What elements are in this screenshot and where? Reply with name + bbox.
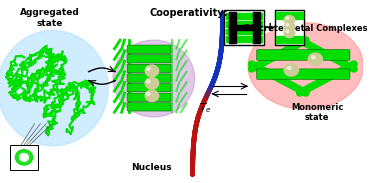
Ellipse shape [146, 92, 150, 95]
Ellipse shape [287, 66, 291, 69]
Bar [276, 12, 303, 19]
Ellipse shape [146, 68, 150, 70]
Ellipse shape [146, 80, 150, 83]
Text: +: + [265, 21, 276, 34]
FancyBboxPatch shape [127, 55, 171, 63]
FancyBboxPatch shape [127, 93, 171, 101]
Text: Aggregated
state: Aggregated state [20, 8, 80, 28]
Text: Nucleus: Nucleus [132, 163, 172, 172]
Ellipse shape [308, 53, 322, 66]
Ellipse shape [284, 22, 295, 31]
Ellipse shape [286, 30, 289, 33]
Bar [276, 36, 303, 43]
Bar [226, 29, 262, 34]
Ellipse shape [145, 65, 159, 77]
Text: Monomeric
state: Monomeric state [291, 102, 344, 122]
FancyBboxPatch shape [257, 50, 350, 60]
Bar [229, 12, 235, 43]
FancyBboxPatch shape [127, 83, 171, 92]
Ellipse shape [286, 17, 289, 19]
Bar [226, 21, 262, 27]
FancyBboxPatch shape [127, 103, 171, 111]
Ellipse shape [284, 64, 299, 76]
Bar [253, 12, 260, 43]
Ellipse shape [286, 23, 289, 26]
Ellipse shape [0, 30, 108, 146]
Bar [275, 10, 304, 45]
Ellipse shape [284, 16, 295, 24]
Ellipse shape [20, 154, 28, 161]
Bar [229, 25, 260, 30]
Ellipse shape [15, 150, 33, 165]
Text: Discrete Metal Complexes: Discrete Metal Complexes [244, 24, 367, 33]
Ellipse shape [113, 40, 195, 117]
FancyBboxPatch shape [127, 74, 171, 82]
Bar [226, 13, 262, 19]
Text: $T_e$: $T_e$ [198, 102, 211, 115]
FancyBboxPatch shape [127, 45, 171, 53]
FancyBboxPatch shape [127, 64, 171, 73]
Bar [224, 10, 264, 45]
Ellipse shape [248, 23, 363, 109]
Bar [9, 145, 39, 170]
FancyBboxPatch shape [257, 69, 350, 79]
Text: Cooperativity:: Cooperativity: [149, 8, 228, 18]
Ellipse shape [311, 56, 315, 59]
Ellipse shape [22, 156, 26, 159]
Bar [226, 36, 262, 42]
Ellipse shape [145, 90, 159, 102]
Ellipse shape [284, 29, 295, 38]
Ellipse shape [145, 78, 159, 89]
